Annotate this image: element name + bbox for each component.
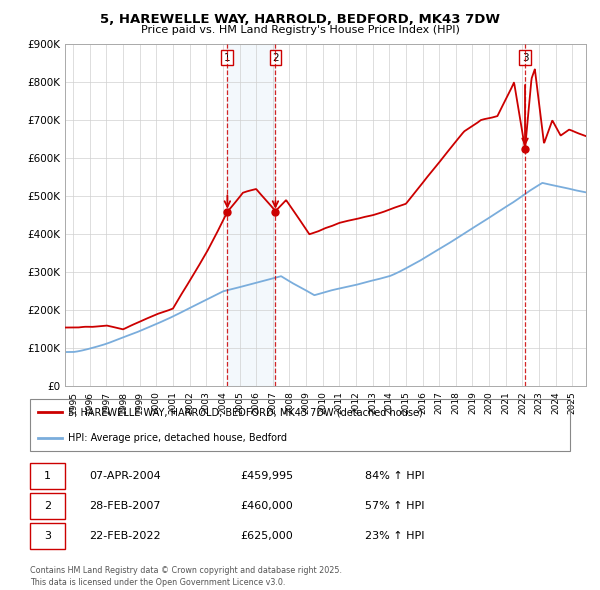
Text: 84% ↑ HPI: 84% ↑ HPI [365, 471, 424, 481]
Bar [30, 493, 65, 519]
Bar [30, 463, 65, 489]
Text: 57% ↑ HPI: 57% ↑ HPI [365, 501, 424, 511]
Bar [227, 44, 275, 386]
Text: 3: 3 [522, 53, 529, 63]
Text: 5, HAREWELLE WAY, HARROLD, BEDFORD, MK43 7DW: 5, HAREWELLE WAY, HARROLD, BEDFORD, MK43… [100, 13, 500, 26]
Text: £459,995: £459,995 [241, 471, 294, 481]
Text: Price paid vs. HM Land Registry's House Price Index (HPI): Price paid vs. HM Land Registry's House … [140, 25, 460, 35]
Text: 23% ↑ HPI: 23% ↑ HPI [365, 531, 424, 541]
Text: 3: 3 [44, 531, 52, 541]
Text: 07-APR-2004: 07-APR-2004 [89, 471, 161, 481]
Text: 1: 1 [44, 471, 52, 481]
Text: £625,000: £625,000 [241, 531, 293, 541]
Text: 2: 2 [272, 53, 279, 63]
Text: 5, HAREWELLE WAY, HARROLD, BEDFORD, MK43 7DW (detached house): 5, HAREWELLE WAY, HARROLD, BEDFORD, MK43… [68, 408, 422, 417]
Text: £460,000: £460,000 [241, 501, 293, 511]
Text: Contains HM Land Registry data © Crown copyright and database right 2025.
This d: Contains HM Land Registry data © Crown c… [30, 566, 342, 587]
Text: 28-FEB-2007: 28-FEB-2007 [89, 501, 161, 511]
Text: 22-FEB-2022: 22-FEB-2022 [89, 531, 161, 541]
Text: 2: 2 [44, 501, 52, 511]
Bar [30, 523, 65, 549]
Text: 1: 1 [224, 53, 230, 63]
Text: HPI: Average price, detached house, Bedford: HPI: Average price, detached house, Bedf… [68, 434, 287, 443]
